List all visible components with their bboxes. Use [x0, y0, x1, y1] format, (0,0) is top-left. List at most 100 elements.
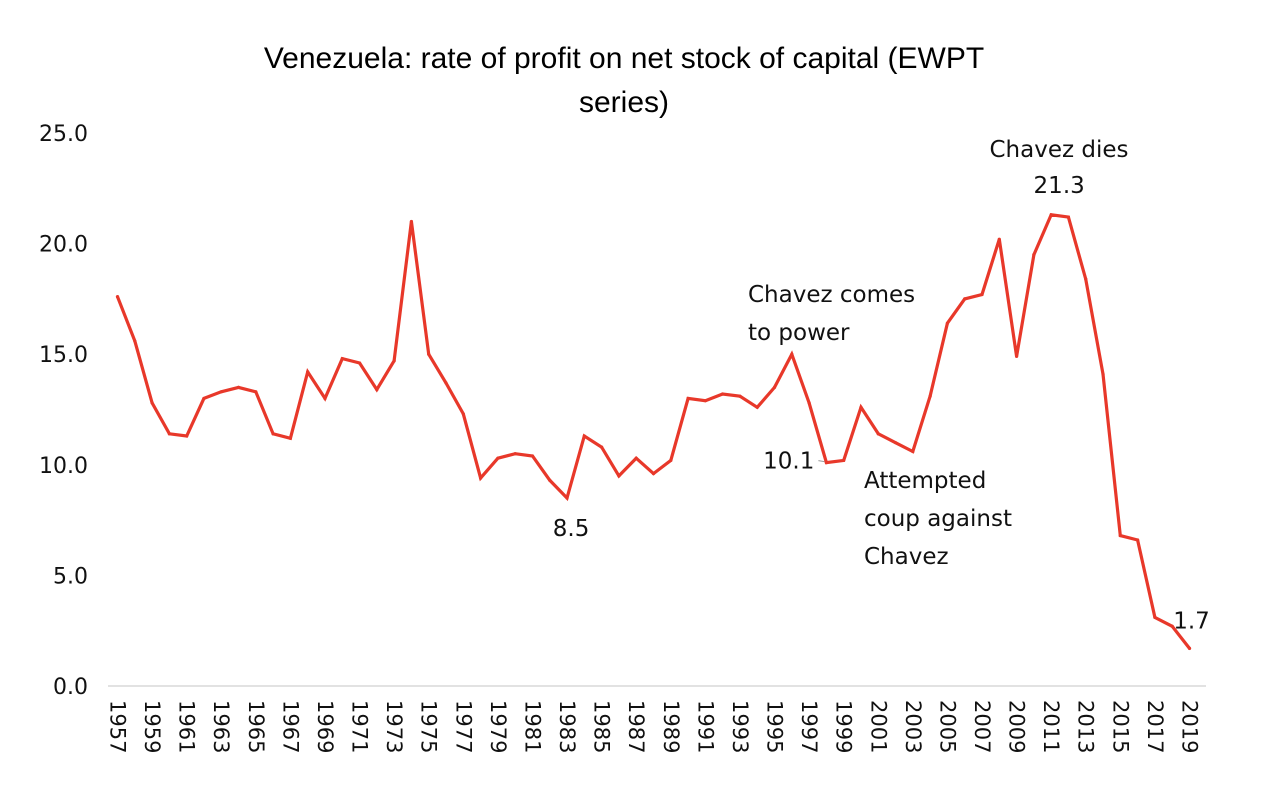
data-point-1973 — [392, 359, 396, 363]
data-point-1985 — [600, 445, 604, 449]
annotation-line: Chavez dies — [990, 137, 1129, 163]
data-point-1967 — [288, 436, 292, 440]
x-tick-label: 2009 — [1005, 700, 1029, 753]
leader-line — [818, 460, 825, 463]
x-tick-label: 1987 — [624, 700, 648, 753]
data-point-1964 — [236, 385, 241, 389]
data-point-2018 — [1170, 624, 1174, 628]
data-point-1983 — [565, 496, 569, 500]
data-point-1993 — [738, 394, 742, 398]
x-tick-label: 1959 — [140, 700, 164, 753]
x-tick-label: 1977 — [451, 700, 475, 753]
data-point-1966 — [271, 432, 275, 436]
x-tick-label: 1991 — [693, 700, 717, 753]
x-axis: 1957 1959 1961 1963 1965 1967 1969 1971 1973 1975… — [106, 700, 1202, 753]
data-point-2008 — [997, 237, 1001, 241]
y-tick-label: 25.0 — [39, 122, 88, 147]
data-point-2011 — [1049, 213, 1053, 217]
data-point-1977 — [461, 412, 465, 416]
x-tick-label: 1981 — [520, 700, 544, 753]
data-point-1990 — [686, 396, 690, 401]
data-point-2014 — [1101, 372, 1105, 376]
x-tick-label: 1993 — [728, 700, 752, 753]
data-label-1998: 10.1 — [763, 449, 814, 475]
x-tick-label: 1973 — [382, 700, 406, 753]
data-point-2010 — [1032, 253, 1036, 257]
data-labels: 8.5 10.1 21.3 1.7 — [553, 173, 1210, 635]
data-point-2017 — [1153, 615, 1157, 620]
data-point-2009 — [1014, 354, 1019, 359]
y-tick-label: 0.0 — [53, 675, 88, 700]
data-point-2015 — [1118, 533, 1122, 538]
data-point-1999 — [842, 458, 846, 462]
annotation-line: Chavez — [864, 544, 949, 570]
series-points — [115, 213, 1192, 650]
annotations: Chavez comes to power Attempted coup agains… — [748, 137, 1129, 570]
data-point-2013 — [1084, 277, 1088, 281]
data-point-1968 — [306, 370, 310, 374]
x-tick-label: 1967 — [278, 700, 302, 753]
data-point-1970 — [340, 357, 344, 361]
annotation-line: Chavez comes — [748, 282, 915, 308]
y-tick-label: 10.0 — [39, 454, 88, 479]
annotation-line: Attempted — [864, 468, 986, 494]
data-point-1987 — [634, 456, 638, 460]
data-point-2005 — [945, 321, 950, 325]
data-point-1998 — [824, 460, 828, 465]
data-point-1962 — [202, 396, 206, 401]
data-point-1969 — [323, 396, 327, 401]
x-tick-label: 2003 — [901, 700, 925, 753]
data-point-2007 — [980, 292, 984, 297]
x-tick-label: 1999 — [832, 700, 856, 753]
data-point-1994 — [755, 405, 759, 409]
x-tick-label: 1975 — [417, 700, 441, 753]
y-tick-label: 20.0 — [39, 233, 88, 258]
data-label-1983: 8.5 — [553, 516, 590, 542]
data-point-2002 — [893, 441, 898, 445]
data-point-2004 — [928, 394, 932, 398]
y-tick-label: 5.0 — [53, 564, 88, 589]
y-axis: 0.0 5.0 10.0 15.0 20.0 25.0 — [39, 122, 88, 700]
data-point-1988 — [651, 472, 656, 476]
x-tick-label: 1989 — [659, 700, 683, 753]
data-point-2006 — [963, 297, 967, 301]
annotation-line: coup against — [864, 506, 1012, 532]
annotation-1996: Chavez comes to power — [748, 282, 915, 346]
data-point-1963 — [219, 390, 223, 394]
chart-title-line-2: series) — [579, 86, 669, 119]
data-point-2019 — [1187, 646, 1192, 650]
data-point-2012 — [1066, 215, 1071, 219]
x-tick-label: 2001 — [866, 700, 890, 753]
series-line-rate-of-profit — [115, 213, 1192, 650]
data-point-1980 — [513, 452, 517, 456]
data-label-2011: 21.3 — [1034, 173, 1085, 199]
data-point-2000 — [859, 405, 863, 409]
data-point-1979 — [496, 456, 500, 460]
data-point-1978 — [478, 476, 483, 480]
x-tick-label: 1971 — [348, 700, 372, 753]
data-point-1959 — [150, 401, 154, 405]
data-point-1965 — [254, 390, 258, 394]
x-tick-label: 1985 — [590, 700, 614, 753]
x-tick-label: 1979 — [486, 700, 510, 753]
data-label-2019: 1.7 — [1173, 608, 1210, 634]
x-tick-label: 2011 — [1039, 700, 1063, 753]
data-point-1995 — [772, 385, 777, 389]
data-point-1991 — [703, 399, 707, 403]
data-point-2016 — [1136, 538, 1140, 542]
x-tick-label: 2015 — [1108, 700, 1132, 753]
x-tick-label: 2017 — [1143, 700, 1167, 753]
x-tick-label: 2007 — [970, 700, 994, 753]
data-point-1971 — [357, 361, 362, 365]
data-point-1996 — [790, 352, 794, 356]
data-point-1960 — [167, 432, 171, 436]
x-tick-label: 1961 — [175, 700, 199, 753]
x-tick-label: 1995 — [763, 700, 787, 753]
data-point-1984 — [582, 434, 586, 438]
data-point-1982 — [548, 478, 552, 482]
data-point-1992 — [721, 392, 725, 396]
x-tick-label: 1969 — [313, 700, 337, 753]
annotation-line: to power — [748, 320, 850, 346]
x-tick-label: 2019 — [1177, 700, 1201, 753]
